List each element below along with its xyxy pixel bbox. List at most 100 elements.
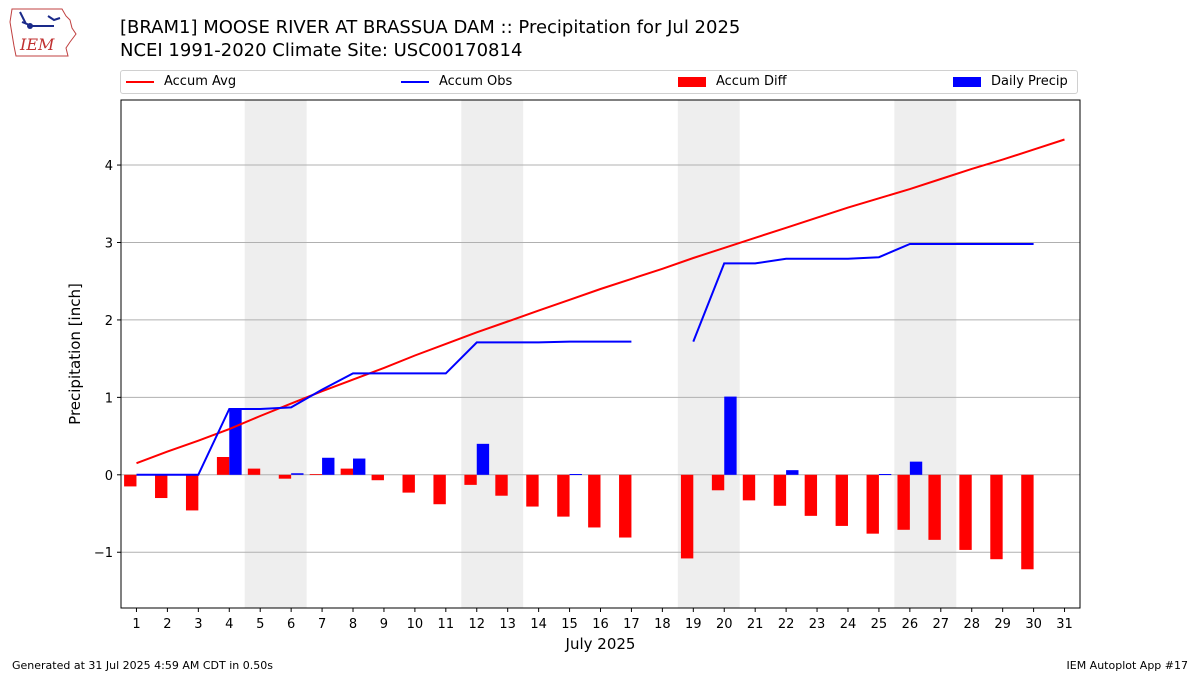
iem-logo: IEM: [9, 8, 77, 57]
x-tick-label-10: 10: [407, 617, 424, 632]
weekend-shade-1: [244, 100, 307, 608]
x-tick-label-5: 5: [256, 617, 264, 632]
accum-diff-bar-23: [804, 474, 818, 516]
legend-swatch-daily-precip: [953, 76, 981, 87]
legend-swatch-accum-avg: [126, 80, 154, 83]
accum-diff-bar-8: [340, 468, 354, 475]
logo-text: IEM: [19, 35, 55, 54]
legend-item-accum-obs: Accum Obs: [401, 74, 512, 89]
x-tick-label-1: 1: [132, 617, 140, 632]
accum-diff-bar-2: [155, 474, 168, 499]
accum-diff-bar-16: [588, 474, 601, 528]
legend-label-accum-obs: Accum Obs: [439, 74, 513, 89]
x-tick-label-9: 9: [380, 617, 388, 632]
accum-diff-bar-5: [247, 468, 261, 475]
accum-avg-line-segment-1: [136, 138, 1065, 465]
accum-diff-bar-13: [495, 474, 508, 496]
x-tick-label-31: 31: [1056, 617, 1073, 632]
x-tick-label-23: 23: [809, 617, 826, 632]
accum-diff-bar-27: [928, 474, 941, 540]
accum-diff-bar-1: [124, 474, 137, 487]
x-tick-label-8: 8: [349, 617, 357, 632]
daily-precip-bar-4: [229, 408, 242, 475]
x-tick-label-2: 2: [163, 617, 171, 632]
y-tick-label-1: 1: [105, 391, 113, 406]
x-tick-label-25: 25: [871, 617, 888, 632]
daily-precip-bar-15: [569, 474, 582, 476]
legend-swatch-accum-diff: [678, 76, 706, 87]
accum-diff-bar-10: [402, 474, 415, 493]
accum-diff-bar-4: [216, 456, 230, 475]
accum-diff-bar-9: [371, 474, 384, 481]
x-tick-label-28: 28: [963, 617, 980, 632]
x-tick-label-24: 24: [840, 617, 857, 632]
x-tick-label-11: 11: [438, 617, 455, 632]
accum-diff-bar-22: [773, 474, 787, 506]
accum-diff-bar-20: [711, 474, 725, 491]
y-tick-label-2: 2: [105, 314, 113, 329]
x-tick-label-7: 7: [318, 617, 326, 632]
x-axis-label: July 2025: [565, 635, 636, 653]
daily-precip-bar-25: [878, 474, 892, 476]
daily-precip-bar-6: [291, 473, 304, 475]
y-tick-label-3: 3: [105, 236, 113, 251]
accum-diff-bar-25: [866, 474, 879, 534]
daily-precip-bar-26: [909, 461, 923, 475]
weather-station-icon: [19, 11, 61, 27]
x-tick-label-30: 30: [1025, 617, 1042, 632]
accum-diff-bar-7: [309, 474, 323, 475]
weekend-shade-2: [461, 100, 524, 608]
legend-item-daily-precip: Daily Precip: [953, 74, 1068, 89]
daily-precip-bar-20: [724, 396, 737, 475]
accum-diff-bar-24: [835, 474, 848, 526]
x-tick-label-18: 18: [654, 617, 671, 632]
x-tick-label-12: 12: [468, 617, 485, 632]
accum-diff-bar-6: [278, 474, 292, 479]
legend: Accum Avg Accum Obs Accum Diff Daily Pre…: [120, 70, 1078, 94]
generated-note: Generated at 31 Jul 2025 4:59 AM CDT in …: [12, 659, 273, 672]
y-tick-label-4: 4: [105, 159, 113, 174]
chart-title: [BRAM1] MOOSE RIVER AT BRASSUA DAM :: Pr…: [120, 17, 741, 38]
accum-obs-line-segment-1: [136, 340, 632, 476]
accum-diff-bar-3: [185, 474, 199, 511]
x-tick-label-20: 20: [716, 617, 733, 632]
accum-diff-bar-28: [959, 474, 972, 550]
accum-obs-line-segment-2: [692, 243, 1034, 342]
x-tick-label-29: 29: [994, 617, 1011, 632]
x-tick-label-6: 6: [287, 617, 295, 632]
station-dot-icon: [27, 23, 33, 29]
x-tick-label-16: 16: [592, 617, 609, 632]
legend-item-accum-diff: Accum Diff: [678, 74, 787, 89]
x-tick-label-27: 27: [933, 617, 950, 632]
accum-diff-bar-19: [680, 474, 694, 559]
legend-item-accum-avg: Accum Avg: [126, 74, 236, 89]
x-tick-label-17: 17: [623, 617, 640, 632]
x-tick-label-22: 22: [778, 617, 795, 632]
daily-precip-bar-22: [786, 470, 799, 475]
y-tick-label--1: −1: [94, 546, 113, 561]
legend-label-accum-avg: Accum Avg: [164, 74, 237, 89]
accum-diff-bar-29: [990, 474, 1003, 560]
x-tick-label-3: 3: [194, 617, 202, 632]
accum-diff-bar-14: [526, 474, 539, 507]
daily-precip-bar-7: [322, 457, 335, 475]
accum-diff-bar-26: [897, 474, 910, 530]
y-axis-label: Precipitation [inch]: [66, 283, 84, 425]
x-tick-label-4: 4: [225, 617, 233, 632]
chart-subtitle: NCEI 1991-2020 Climate Site: USC00170814: [120, 40, 523, 61]
accum-diff-bar-12: [464, 474, 477, 485]
accum-diff-bar-11: [433, 474, 446, 505]
x-tick-label-13: 13: [499, 617, 516, 632]
x-tick-label-26: 26: [902, 617, 919, 632]
legend-label-daily-precip: Daily Precip: [991, 74, 1068, 89]
accum-diff-bar-30: [1021, 474, 1034, 570]
legend-swatch-accum-obs: [401, 80, 429, 83]
x-tick-label-15: 15: [561, 617, 578, 632]
x-tick-label-21: 21: [747, 617, 764, 632]
accum-diff-bar-15: [557, 474, 570, 517]
daily-precip-bar-12: [476, 443, 490, 475]
y-tick-label-0: 0: [105, 469, 113, 484]
accum-diff-bar-21: [742, 474, 756, 501]
x-tick-label-19: 19: [685, 617, 702, 632]
